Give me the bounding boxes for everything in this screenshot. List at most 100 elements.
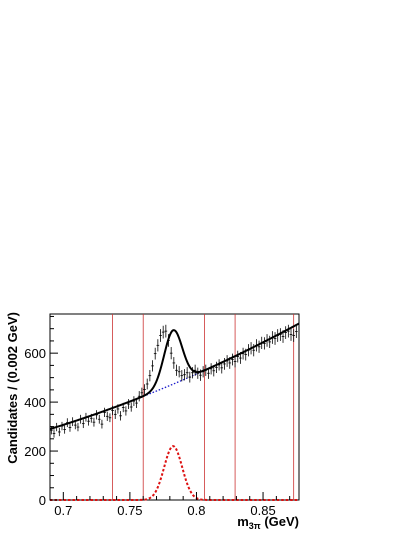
data-point: [276, 329, 280, 342]
data-point: [257, 340, 261, 353]
x-tick-label: 0.85: [250, 503, 275, 518]
data-point: [271, 331, 274, 344]
data-point: [129, 402, 133, 412]
x-tick-label: 0.8: [187, 503, 205, 518]
data-point: [289, 328, 293, 341]
data-point: [281, 330, 285, 343]
data-point: [265, 334, 269, 347]
data-point: [273, 332, 277, 345]
data-point: [113, 409, 117, 419]
data-point: [87, 416, 90, 426]
data-point: [121, 402, 125, 413]
x-axis-title: m3π (GeV): [237, 514, 299, 531]
data-point: [156, 339, 160, 352]
x-axis-title-subscript: 3π: [249, 521, 261, 531]
axis-tick-labels: 0.7 0.75 0.8 0.85 0 200 400 600: [24, 346, 275, 518]
data-point: [295, 325, 298, 338]
data-point: [284, 326, 288, 339]
data-point: [124, 406, 128, 416]
data-point: [153, 347, 157, 360]
data-point: [292, 329, 296, 342]
x-axis-title-main: m: [237, 514, 249, 529]
data-point: [151, 360, 154, 372]
data-point: [233, 355, 237, 368]
data-point: [279, 328, 282, 341]
data-point: [199, 369, 202, 381]
data-point: [196, 367, 200, 379]
data-point: [132, 396, 136, 407]
data-point: [55, 422, 58, 432]
data-point: [209, 363, 213, 375]
data-point: [100, 419, 104, 429]
data-point: [177, 366, 181, 378]
data-point: [223, 358, 226, 370]
data-point: [148, 370, 152, 382]
data-point: [212, 365, 216, 377]
data-point: [92, 417, 96, 427]
data-point: [81, 419, 85, 429]
data-point: [63, 425, 66, 434]
data-point: [217, 359, 221, 371]
data-point: [220, 362, 224, 374]
data-point: [137, 391, 141, 402]
y-axis-title: Candidates / (0.002 GeV): [5, 312, 20, 464]
data-point: [97, 414, 101, 424]
signal-fit-curve: [50, 445, 299, 501]
data-point: [183, 369, 186, 381]
data-point: [241, 347, 245, 360]
data-point: [207, 367, 210, 379]
data-point: [71, 417, 74, 427]
data-point: [145, 378, 149, 390]
data-point: [228, 357, 232, 369]
data-point: [95, 410, 98, 420]
data-points: [50, 324, 298, 438]
data-point: [268, 335, 272, 349]
data-point: [73, 420, 77, 430]
data-point: [244, 348, 248, 361]
data-point: [236, 350, 240, 363]
data-point: [252, 344, 256, 357]
data-point: [239, 352, 242, 364]
data-point: [105, 411, 109, 421]
data-point: [57, 427, 61, 437]
data-point: [108, 413, 112, 423]
x-tick-label: 0.7: [54, 503, 72, 518]
x-tick-label: 0.75: [117, 503, 142, 518]
data-point: [188, 371, 192, 383]
data-point: [180, 370, 184, 382]
data-point: [185, 367, 189, 379]
data-point: [103, 407, 106, 418]
data-point: [140, 387, 144, 398]
data-point: [79, 414, 82, 424]
data-point: [119, 411, 122, 421]
y-tick-label: 600: [24, 346, 46, 361]
data-point: [263, 337, 266, 350]
data-point: [161, 325, 165, 339]
data-point: [193, 364, 197, 376]
data-point: [52, 429, 56, 438]
data-point: [204, 364, 208, 376]
y-tick-label: 200: [24, 444, 46, 459]
data-point: [287, 324, 290, 338]
data-point: [68, 423, 72, 432]
data-point: [231, 353, 234, 366]
data-point: [135, 398, 138, 408]
data-point: [127, 399, 130, 409]
x-axis-title-unit: (GeV): [261, 514, 299, 529]
data-point: [111, 405, 114, 416]
data-point: [255, 339, 258, 352]
data-point: [60, 421, 64, 431]
data-point: [249, 342, 253, 355]
data-point: [172, 357, 176, 369]
data-point: [169, 347, 173, 360]
data-point: [225, 355, 229, 367]
data-point: [89, 413, 93, 423]
y-tick-label: 0: [39, 493, 46, 508]
data-point: [164, 324, 168, 338]
data-point: [76, 422, 80, 432]
data-point: [215, 361, 218, 373]
data-point: [84, 412, 88, 422]
data-point: [159, 329, 162, 342]
data-point: [260, 336, 264, 349]
